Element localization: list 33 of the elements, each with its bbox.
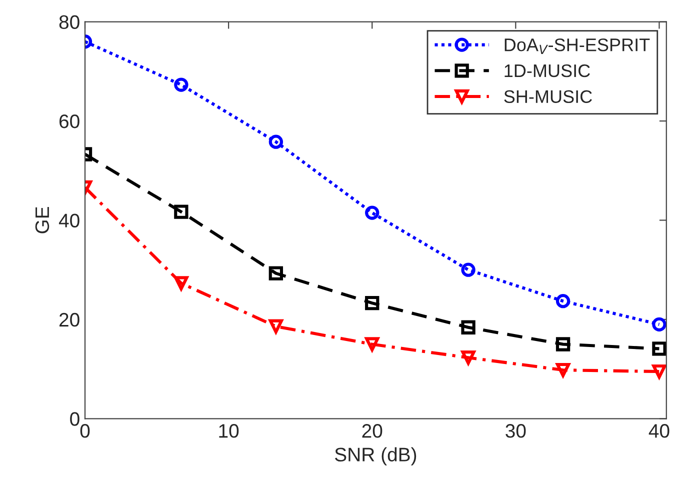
- point: [365, 296, 380, 310]
- x-tick-label: 30: [506, 424, 526, 438]
- x-axis-title: SNR (dB): [334, 447, 416, 466]
- point: [365, 337, 380, 352]
- y-axis-title: GE: [35, 207, 50, 234]
- point: [268, 319, 284, 334]
- point: [174, 204, 188, 219]
- point: [461, 320, 476, 334]
- y-tick-label: 20: [59, 312, 80, 327]
- y-tick-label: 60: [60, 114, 80, 128]
- x-tick-label: 10: [219, 424, 239, 438]
- point: [174, 78, 188, 92]
- point: [268, 134, 284, 149]
- x-tick-label: 40: [648, 424, 670, 438]
- x-tick-label: 20: [362, 424, 382, 438]
- point: [556, 294, 570, 308]
- y-tick-label: 40: [58, 214, 80, 228]
- point: [556, 337, 570, 352]
- point: [556, 362, 570, 378]
- point: [461, 350, 476, 365]
- legend-label: DoA$_{V}$-SH-ESPRIT: [504, 38, 650, 54]
- point: [652, 364, 666, 379]
- point: [652, 317, 666, 332]
- legend-label: 1D-MUSIC: [504, 64, 590, 78]
- point: [268, 266, 284, 280]
- point: [365, 206, 380, 220]
- point: [461, 262, 476, 277]
- y-tick-label: 80: [59, 15, 80, 30]
- point: [174, 276, 188, 290]
- point: [652, 342, 666, 356]
- y-tick-label: 0: [70, 412, 80, 426]
- legend-label: SH-MUSIC: [504, 90, 592, 104]
- x-tick-label: 0: [80, 424, 90, 438]
